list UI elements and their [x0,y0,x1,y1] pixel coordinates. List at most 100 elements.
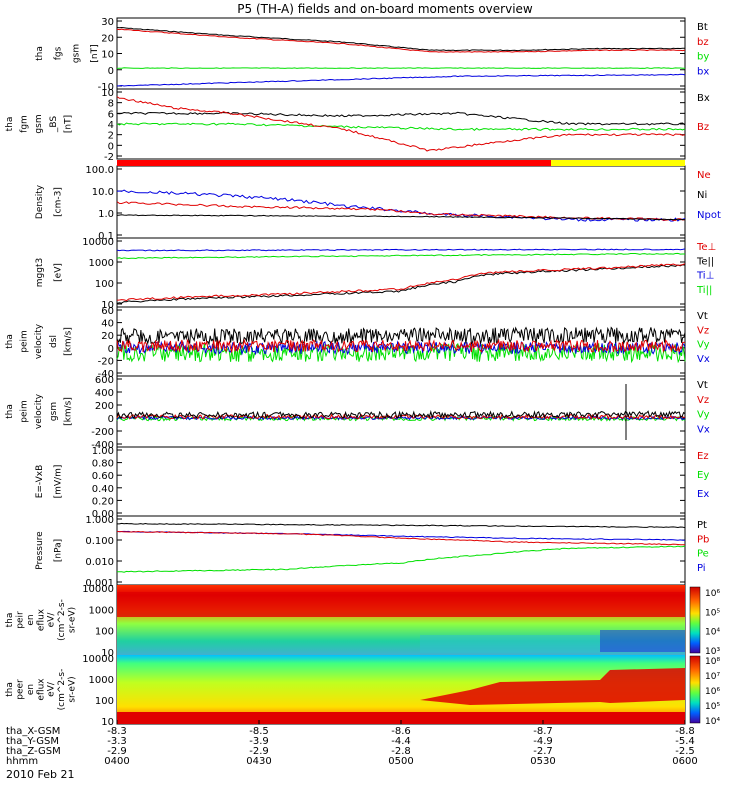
electron-heated-band [420,668,685,705]
y-tick-label: 1000 [89,675,114,686]
trace-temp-ti-perp [116,248,686,252]
y-tick-label: 10.0 [92,187,114,198]
y-axis-label: fgs [53,46,63,60]
y-axis-label: Density [35,184,45,219]
y-tick-label: 0.100 [85,536,114,547]
y-tick-label: 10000 [82,654,114,665]
x-row-value: 0500 [388,756,413,767]
y-axis-label: tha [5,117,15,132]
y-axis-label: peim [20,400,30,423]
x-row-value: -2.7 [533,746,553,757]
x-row-value: -2.9 [249,746,269,757]
x-row-value: -4.9 [533,736,553,747]
y-axis-label: [km/s] [63,397,73,426]
y-tick-label: 1000 [89,258,114,269]
y-axis-label: [cm-3] [53,187,63,217]
y-tick-label: 0 [108,344,114,355]
y-axis-label: tha [35,46,45,61]
y-tick-label: 100.0 [85,165,114,176]
y-tick-label: 4 [108,120,114,131]
y-axis-label: peer [15,679,25,700]
y-tick-label: 6 [108,109,114,120]
y-axis-label: gsm [49,402,59,421]
y-tick-label: 10000 [82,237,114,248]
legend-entry: Pt [697,520,707,531]
y-axis-label: Pressure [35,531,45,570]
colorbar-tick-label: 10⁵ [705,608,720,618]
y-tick-label: 1.000 [85,515,114,526]
y-tick-label: -2 [104,152,114,163]
colorbar-tick-label: 10⁸ [705,657,720,667]
y-tick-label: 40 [101,319,114,330]
y-tick-label: 100 [95,627,114,638]
trace-fgm-bx [116,111,686,126]
y-tick-label: 0.40 [92,484,114,495]
date-label: 2010 Feb 21 [6,768,74,781]
legend-entry: Vz [697,395,709,406]
legend-entry: by [697,52,709,63]
x-row-value: -5.4 [675,736,695,747]
trace-vel1-vz [116,338,686,354]
x-row-label: hhmm [6,756,38,767]
y-tick-label: 8 [108,99,114,110]
legend-entry: bz [697,37,709,48]
ion-colorbar [689,586,701,654]
y-tick-label: 1.00 [92,446,114,457]
trace-vel1-vt [116,326,686,346]
legend-entry: Ne [697,170,711,181]
x-row-value: 0400 [104,756,129,767]
y-tick-label: 60 [101,306,114,317]
legend-entry: Te⊥ [696,242,716,253]
legend-entry: Vy [697,410,710,421]
electron-spectrogram [117,655,685,724]
y-tick-label: 10 [101,50,114,61]
legend-entry: Ti|| [696,285,712,296]
y-axis-label: gsm [34,114,44,133]
x-row-value: 0530 [530,756,555,767]
y-tick-label: 100 [95,696,114,707]
y-tick-label: 0.20 [92,496,114,507]
trace-fgm-by [116,122,686,131]
colorbar-tick-label: 10⁴ [705,717,720,727]
legend-entry: Vt [697,311,708,322]
trace-fgs-bz [116,28,686,53]
legend-entry: bx [697,66,709,77]
trace-fgs-bx [116,73,686,87]
y-axis-label: tha [5,404,15,419]
panel-temp: 10000 1000 100 10 mggt3 [eV] Te⊥ Te|| Ti⊥ Ti|| [35,237,716,311]
legend-entry: Pi [697,563,706,574]
x-row-value: -8.7 [533,726,553,737]
x-row-value: 0600 [672,756,697,767]
x-row-label: tha_Y-GSM [6,736,59,747]
panel-efield: 1.00 0.800.60 0.400.20 0.00 E=-VxB [mV/m] Ez Ey… [35,446,709,520]
x-row-value: -2.9 [107,746,127,757]
y-axis-label: eV/ [47,612,57,628]
legend-entry: Ni [697,190,707,201]
panel-velocity2: 600 400 200 0 -200 -400 tha peim velocity gsm [km/… [5,375,710,451]
x-row-value: -2.5 [675,746,695,757]
trace-vel1-vy [116,342,686,364]
x-row-value: -8.3 [107,726,127,737]
mode-bar-yellow [551,160,685,166]
y-axis-label: tha [5,334,15,349]
y-tick-label: 100 [95,279,114,290]
y-axis-label: gsm [72,44,82,63]
y-axis-label: en [26,684,36,695]
panel-frame [116,446,686,517]
trace-temp-te-par [116,264,686,304]
legend-entry: Pb [697,534,709,545]
trace-density-ne [116,201,686,221]
colorbar-tick-label: 10⁵ [705,702,720,712]
trace-pressure-pb [116,530,686,546]
y-tick-label: 0.010 [85,557,114,568]
x-axis-block: tha_X-GSM -8.3 -8.5 -8.6 -8.7 -8.8 tha_Y-GSM -3… [6,720,698,767]
ion-mid-region [420,635,600,653]
legend-entry: Vz [697,325,709,336]
trace-fgm-bz [116,96,686,152]
x-row-value: -3.3 [107,736,127,747]
legend-entry: Vx [697,354,710,365]
y-tick-label: -20 [98,356,114,367]
